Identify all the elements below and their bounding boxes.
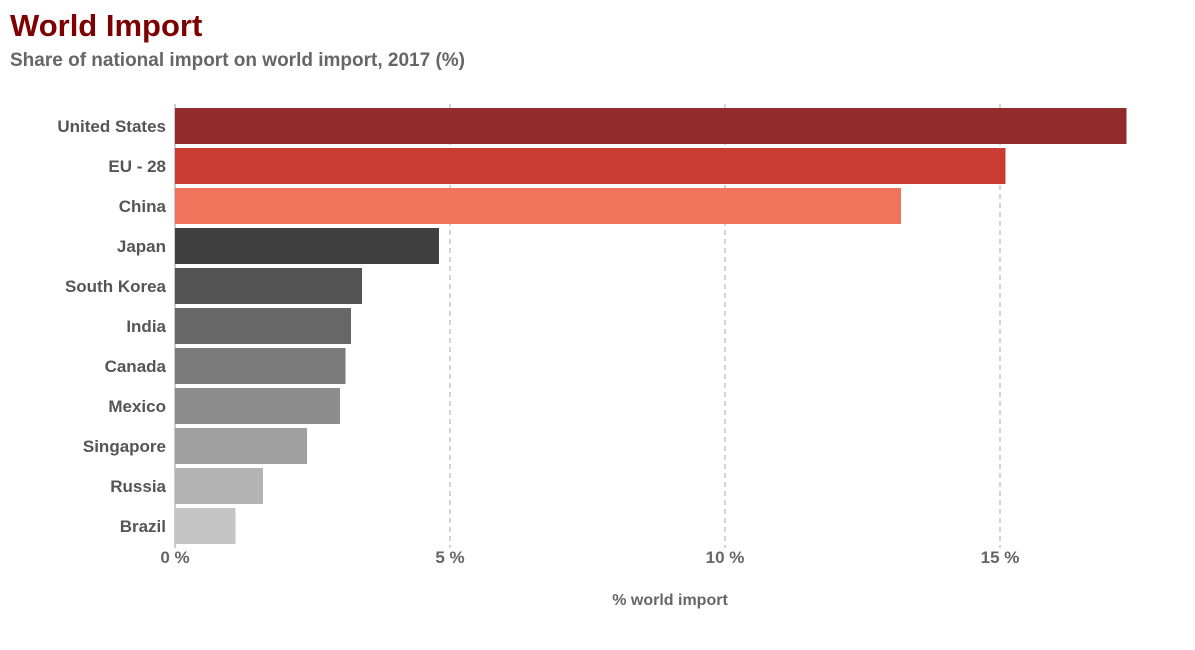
bar [175,108,1127,144]
category-label: Singapore [83,437,166,456]
category-label: United States [57,117,166,136]
x-tick-labels: 0 % 5 % 10 % 15 % [160,548,1019,567]
bars [175,108,1127,544]
category-label: Brazil [120,517,166,536]
bar [175,348,346,384]
chart-subtitle: Share of national import on world import… [10,50,465,71]
bar [175,508,236,544]
x-axis-title: % world import [612,592,728,609]
x-tick-label: 5 % [435,548,464,567]
bar [175,148,1006,184]
x-tick-label: 10 % [706,548,745,567]
x-tick-label: 0 % [160,548,189,567]
category-label: EU - 28 [108,157,166,176]
category-label: India [126,317,166,336]
bar [175,308,351,344]
category-label: Canada [105,357,167,376]
bar [175,468,263,504]
bar [175,228,439,264]
bar [175,188,901,224]
category-labels: United States EU - 28 China Japan South Kore… [57,117,166,536]
category-label: Russia [110,477,166,496]
category-label: Mexico [108,397,166,416]
bar [175,268,362,304]
category-label: Japan [117,237,166,256]
chart-title: World Import [10,8,203,43]
category-label: China [119,197,167,216]
bar [175,428,307,464]
category-label: South Korea [65,277,167,296]
bar [175,388,340,424]
x-tick-label: 15 % [981,548,1020,567]
